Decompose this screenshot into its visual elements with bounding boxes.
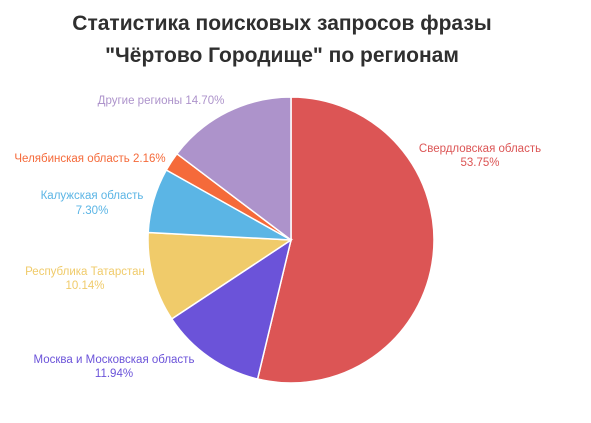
- pie-slice-6: [175, 96, 292, 242]
- slice-name-6: Другие регионы: [98, 95, 186, 107]
- slice-value-2: 11.94%: [95, 368, 133, 380]
- slice-name-3: Республика Татарстан: [25, 266, 145, 278]
- chart-title: Статистика поисковых запросов фразы "Чёр…: [72, 12, 491, 67]
- pie-labels: Свердловская область 53.75% Москва и Моско…: [14, 95, 541, 380]
- slice-label-5: Челябинская область 2.16%: [14, 153, 165, 165]
- pie-slice-1: [256, 96, 435, 384]
- pie-slice-3: [147, 231, 294, 320]
- slice-label-6: Другие регионы 14.70%: [98, 95, 225, 107]
- slice-name-4: Калужская область: [41, 190, 144, 202]
- slice-value-4: 7.30%: [76, 205, 109, 217]
- slice-value-3: 10.14%: [65, 280, 104, 292]
- slice-value-1: 53.75%: [460, 157, 499, 169]
- slice-value-6: 14.70%: [185, 95, 224, 107]
- chart-title-line-1: Статистика поисковых запросов фразы: [72, 12, 491, 35]
- slice-value-5: 2.16%: [133, 153, 166, 165]
- slice-name-1: Свердловская область: [419, 143, 541, 155]
- chart-title-line-2: "Чёртово Городище" по регионам: [105, 44, 459, 67]
- pie-slice-2: [170, 238, 293, 380]
- slice-name-5: Челябинская область: [14, 153, 133, 165]
- slice-name-2: Москва и Московская область: [34, 354, 195, 366]
- pie-slices: [147, 96, 435, 384]
